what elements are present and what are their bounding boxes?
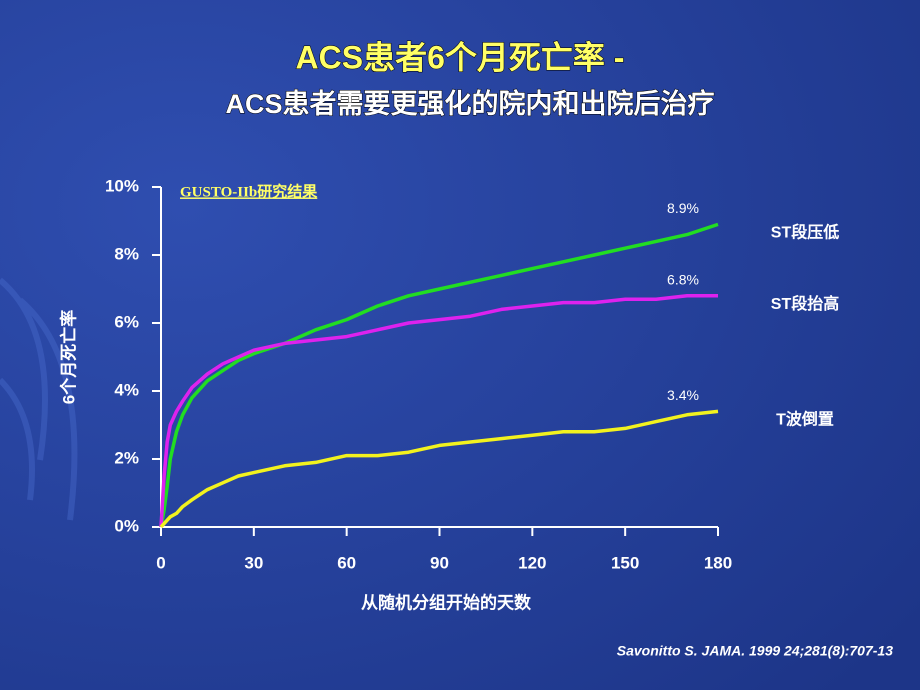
x-tick-label: 120: [518, 553, 546, 572]
series-line: [159, 222, 719, 528]
y-tick-label: 10%: [105, 176, 139, 195]
value-label: 8.9%: [667, 200, 699, 216]
source: Savonitto S. JAMA. 1999 24;281(8):707-13: [617, 643, 893, 659]
series-name: ST段压低: [771, 223, 839, 242]
series-line: [159, 294, 718, 528]
value-label: 3.4%: [667, 387, 699, 403]
y-tick-label: 4%: [114, 380, 139, 399]
subtitle: ACS患者需要更强化的院内和出院后治疗: [225, 88, 714, 119]
series-line: [159, 409, 719, 529]
series-name: T波倒置: [776, 410, 834, 429]
title: ACS患者6个月死亡率 -: [296, 39, 625, 75]
y-axis-label: 6个月死亡率: [58, 310, 78, 404]
x-axis-label: 从随机分组开始的天数: [361, 592, 532, 612]
x-tick-label: 60: [337, 553, 356, 572]
y-tick-label: 2%: [114, 448, 139, 467]
series-name: ST段抬高: [771, 294, 839, 313]
y-tick-label: 0%: [114, 516, 139, 535]
x-tick-label: 30: [244, 553, 263, 572]
x-tick-label: 90: [430, 553, 449, 572]
annotation: GUSTO-IIb研究结果: [180, 182, 318, 200]
y-tick-label: 8%: [114, 244, 139, 263]
value-label: 6.8%: [667, 272, 699, 288]
decoration: [0, 277, 78, 521]
y-tick-label: 6%: [114, 312, 139, 331]
x-tick-label: 0: [156, 553, 165, 572]
x-tick-label: 150: [611, 553, 639, 572]
x-tick-label: 180: [704, 553, 732, 572]
